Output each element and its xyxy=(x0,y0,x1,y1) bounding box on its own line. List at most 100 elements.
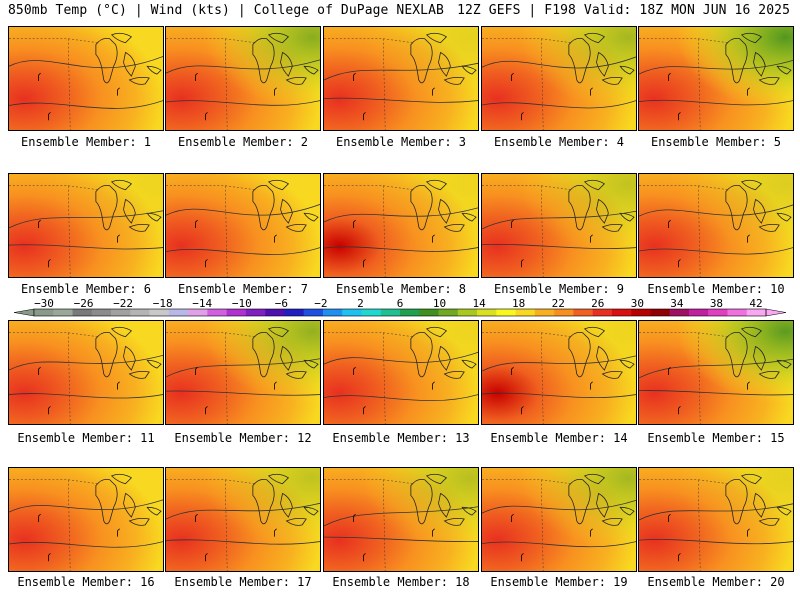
wind-barb xyxy=(590,381,593,390)
colorbar-tick-label: −6 xyxy=(275,298,288,310)
cool-air-fill xyxy=(482,174,636,277)
height-contour xyxy=(166,59,320,106)
wind-barb xyxy=(48,553,51,562)
wind-barb xyxy=(353,366,356,375)
cool-air-fill xyxy=(639,174,793,277)
height-contour xyxy=(482,355,636,398)
ensemble-panel xyxy=(638,173,794,278)
wind-barb xyxy=(432,381,435,390)
ensemble-member-label: Ensemble Member: 9 xyxy=(493,282,625,296)
colorbar-segment xyxy=(53,309,73,316)
colorbar-tick-label: −18 xyxy=(153,298,173,310)
colorbar-tick-label: 26 xyxy=(591,298,604,310)
state-border xyxy=(324,38,413,130)
ensemble-member-label: Ensemble Member: 1 xyxy=(20,135,152,149)
cool-air-fill xyxy=(9,27,163,130)
height-contour xyxy=(9,210,163,250)
ensemble-panel xyxy=(8,173,164,278)
height-contour xyxy=(639,358,793,396)
colorbar-segment xyxy=(727,309,748,316)
temperature-map xyxy=(324,321,478,424)
colorbar-segment xyxy=(477,309,497,316)
colorbar-segment xyxy=(592,309,613,316)
state-border xyxy=(639,185,728,277)
colorbar-segment xyxy=(515,309,536,316)
ensemble-panel xyxy=(165,26,321,131)
wind-barb xyxy=(195,366,198,375)
wind-barb xyxy=(274,381,277,390)
ensemble-panel xyxy=(8,467,164,572)
colorbar-tick-label: −10 xyxy=(232,298,252,310)
wind-barb xyxy=(432,87,435,96)
colorbar-segment xyxy=(631,309,651,316)
wind-barb xyxy=(274,234,277,243)
ensemble-member-label: Ensemble Member: 19 xyxy=(490,575,628,589)
wind-barb xyxy=(363,406,366,415)
wind-barb xyxy=(590,87,593,96)
colorbar-segment xyxy=(34,309,54,316)
temperature-map xyxy=(9,174,163,277)
temperature-map xyxy=(324,27,478,130)
height-contour xyxy=(324,506,478,543)
height-contour xyxy=(324,352,478,402)
colorbar-tick-label: 34 xyxy=(670,298,684,310)
coastline xyxy=(568,179,635,232)
height-contour xyxy=(639,59,793,106)
wind-barb xyxy=(747,87,750,96)
height-contour xyxy=(482,499,636,548)
wind-barb xyxy=(747,234,750,243)
ensemble-panel xyxy=(165,320,321,425)
state-border xyxy=(482,185,571,277)
cool-air-fill xyxy=(166,321,320,424)
wind-barb xyxy=(363,259,366,268)
coastline xyxy=(725,473,792,526)
state-border xyxy=(166,332,255,424)
colorbar-tick-label: −22 xyxy=(113,298,133,310)
wind-barb xyxy=(274,528,277,537)
wind-barb xyxy=(590,234,593,243)
temperature-map xyxy=(639,27,793,130)
ensemble-member-label: Ensemble Member: 14 xyxy=(490,431,628,445)
temperature-map xyxy=(166,468,320,571)
state-border xyxy=(639,332,728,424)
cool-air-fill xyxy=(324,27,478,130)
state-border xyxy=(482,332,571,424)
height-contour xyxy=(9,499,163,548)
wind-barb xyxy=(678,112,681,121)
wind-barb xyxy=(48,112,51,121)
cool-air-fill xyxy=(166,27,320,130)
colorbar-tick-label: 6 xyxy=(397,298,404,310)
height-contour xyxy=(482,56,636,109)
state-border xyxy=(324,185,413,277)
colorbar-segment xyxy=(284,309,304,316)
colorbar-segment xyxy=(708,309,728,316)
ensemble-member-label: Ensemble Member: 11 xyxy=(17,431,155,445)
colorbar-segment xyxy=(361,309,382,316)
ensemble-member-label: Ensemble Member: 8 xyxy=(335,282,467,296)
state-border xyxy=(324,479,413,571)
wind-barb xyxy=(747,528,750,537)
wind-barb xyxy=(590,528,593,537)
wind-barb xyxy=(205,406,208,415)
wind-barb xyxy=(511,513,514,522)
coastline xyxy=(252,326,319,379)
ensemble-member-label: Ensemble Member: 10 xyxy=(647,282,785,296)
wind-barb xyxy=(668,366,671,375)
wind-barb xyxy=(678,259,681,268)
coastline xyxy=(725,326,792,379)
colorbar-segment xyxy=(438,309,459,316)
colorbar-segment xyxy=(534,309,555,316)
wind-barb xyxy=(117,381,120,390)
temperature-map xyxy=(166,321,320,424)
wind-barb xyxy=(521,406,524,415)
state-border xyxy=(166,479,255,571)
wind-barb xyxy=(678,553,681,562)
temperature-map xyxy=(9,321,163,424)
coastline xyxy=(252,32,319,85)
colorbar-tick-label: 22 xyxy=(552,298,565,310)
cool-air-fill xyxy=(324,468,478,571)
colorbar-segment xyxy=(303,309,324,316)
wind-barb xyxy=(353,513,356,522)
cool-air-fill xyxy=(639,27,793,130)
wind-barb xyxy=(511,366,514,375)
